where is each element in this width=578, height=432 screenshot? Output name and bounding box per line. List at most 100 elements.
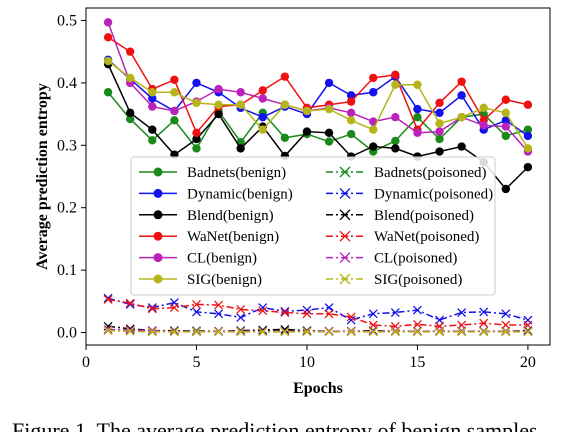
series-sig-benign-line <box>107 60 529 149</box>
series-sig-poisoned-point <box>192 327 201 337</box>
series-badnets-benign-point <box>501 131 511 141</box>
series-sig-poisoned-point <box>368 327 378 337</box>
series-sig-poisoned-point <box>390 327 400 337</box>
series-sig-poisoned-point <box>258 327 268 337</box>
series-dynamic-benign-point <box>523 131 533 141</box>
series-cl-benign-point <box>413 128 422 138</box>
series-cl-benign-point <box>346 108 356 118</box>
series-blend-benign-point <box>324 128 334 138</box>
series-sig-poisoned-point <box>103 326 113 336</box>
series-blend-benign-point <box>391 144 400 153</box>
series-dynamic-poisoned-point <box>479 307 489 317</box>
legend-label: Dynamic(benign) <box>187 186 293 202</box>
legend-item: CL(benign) <box>139 251 257 267</box>
series-sig-benign-point <box>435 119 444 128</box>
figure-caption: Figure 1. The average prediction entropy… <box>12 418 538 432</box>
series-wanet-benign-point <box>369 73 378 83</box>
series-wanet-poisoned-point <box>169 303 179 313</box>
series-blend-benign-point <box>302 127 312 136</box>
series-sig-benign-point <box>125 73 135 83</box>
series-wanet-benign-line <box>107 36 529 135</box>
legend-label: SIG(poisoned) <box>374 272 462 288</box>
series-wanet-poisoned-point <box>324 309 334 319</box>
series-wanet-benign-point <box>280 72 290 81</box>
series-sig-poisoned-point <box>501 327 511 337</box>
series-wanet-poisoned-point <box>125 298 135 308</box>
series-dynamic-benign-point <box>413 104 422 114</box>
series-sig-poisoned-point <box>302 327 312 337</box>
series-dynamic-poisoned-point <box>125 299 135 309</box>
series-dynamic-poisoned-point <box>412 305 422 315</box>
series-dynamic-poisoned-point <box>103 293 113 303</box>
series-dynamic-poisoned-point <box>214 309 224 319</box>
series-blend-benign-point <box>523 162 533 172</box>
series-sig-benign-point <box>523 144 533 153</box>
y-tick-label: 0.4 <box>57 75 77 92</box>
series-dynamic-poisoned-point <box>390 308 400 318</box>
series-layer <box>103 18 533 337</box>
legend-label: Blend(benign) <box>187 208 274 224</box>
series-cl-poisoned-point <box>125 325 135 335</box>
series-sig-benign-point <box>170 88 179 97</box>
series-sig-benign-point <box>302 106 312 116</box>
series-sig-poisoned-point <box>412 327 422 337</box>
x-tick-label: 0 <box>82 354 90 371</box>
series-wanet-poisoned-point <box>147 304 157 314</box>
series-sig-poisoned-point <box>169 327 179 337</box>
series-badnets-benign-point <box>324 137 334 146</box>
series-sig-benign-point <box>369 125 378 134</box>
series-sig-poisoned-point <box>435 327 444 337</box>
legend: Badnets(benign) Badnets(poisoned) Dynamic(… <box>130 156 496 296</box>
legend-item: Badnets(poisoned) <box>326 165 486 181</box>
series-sig-benign-point <box>236 100 245 109</box>
series-wanet-benign-point <box>391 70 400 79</box>
series-sig-benign-point <box>479 103 488 113</box>
series-wanet-benign-point <box>125 47 135 56</box>
series-dynamic-benign-point <box>501 116 511 125</box>
series-cl-benign-point <box>479 121 488 130</box>
series-sig-benign-point <box>103 56 113 66</box>
series-wanet-poisoned-point <box>280 308 290 318</box>
series-wanet-benign-point <box>501 95 511 104</box>
series-dynamic-benign-point <box>369 88 378 97</box>
series-blend-benign-point <box>192 134 201 144</box>
series-blend-benign-point <box>435 147 444 156</box>
series-badnets-benign-point <box>280 133 290 143</box>
series-blend-benign-point <box>125 108 135 118</box>
series-blend-poisoned-point <box>280 324 290 334</box>
series-cl-poisoned-point <box>147 326 157 336</box>
series-dynamic-poisoned-point <box>192 307 201 317</box>
series-cl-poisoned-point <box>103 324 113 334</box>
legend-label: Badnets(poisoned) <box>374 165 486 181</box>
series-wanet-benign-point <box>192 128 201 138</box>
series-sig-poisoned-line <box>108 329 528 333</box>
series-dynamic-benign-point <box>346 91 356 100</box>
series-wanet-poisoned-point <box>192 299 201 309</box>
series-wanet-benign-point <box>457 77 466 86</box>
legend-label: CL(poisoned) <box>374 251 457 267</box>
series-sig-benign-point <box>391 80 400 89</box>
x-tick-label: 10 <box>299 354 315 371</box>
series-dynamic-poisoned-point <box>457 308 467 318</box>
legend-item: WaNet(poisoned) <box>326 229 479 245</box>
series-badnets-benign-point <box>170 116 179 125</box>
x-tick-label: 20 <box>520 354 536 371</box>
series-wanet-benign-point <box>346 97 356 106</box>
series-blend-benign-point <box>457 142 466 151</box>
series-sig-benign-point <box>324 104 334 114</box>
series-sig-benign-point <box>280 100 290 109</box>
series-dynamic-benign-point <box>148 94 157 103</box>
series-dynamic-benign-point <box>457 91 466 100</box>
series-badnets-benign-point <box>413 113 422 122</box>
series-blend-benign-point <box>236 144 245 153</box>
series-sig-benign-point <box>457 113 466 122</box>
y-tick-label: 0.1 <box>57 262 77 279</box>
series-wanet-benign-point <box>103 33 113 42</box>
y-tick-label: 0.3 <box>57 137 77 154</box>
y-tick-label: 0.0 <box>57 325 77 342</box>
series-wanet-poisoned-line <box>107 298 528 328</box>
series-wanet-poisoned-point <box>103 294 113 304</box>
series-dynamic-poisoned-point <box>368 309 378 319</box>
series-sig-poisoned-point <box>125 326 135 336</box>
series-sig-poisoned-point <box>523 327 533 337</box>
